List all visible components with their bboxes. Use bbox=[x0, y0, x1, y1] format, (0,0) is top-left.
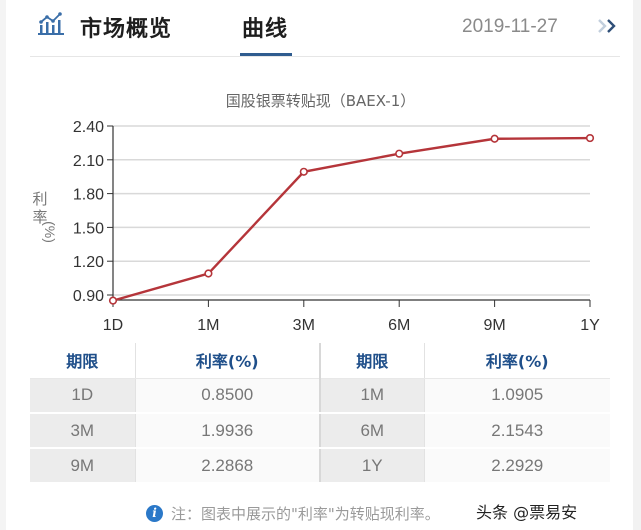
data-point bbox=[204, 269, 213, 278]
term-cell: 1M bbox=[320, 378, 425, 414]
header: 市场概览 曲线 2019-11-27 bbox=[30, 0, 620, 57]
column-header-rate: 利率(%) bbox=[135, 343, 321, 379]
term-cell: 1Y bbox=[320, 448, 425, 484]
rate-cell: 1.0905 bbox=[424, 378, 610, 414]
active-tab-indicator bbox=[240, 53, 292, 56]
svg-text:6M: 6M bbox=[388, 317, 410, 334]
scroll-gutter bbox=[633, 0, 641, 530]
date-label: 2019-11-27 bbox=[462, 16, 558, 37]
data-points bbox=[108, 133, 595, 305]
data-point bbox=[585, 133, 595, 143]
term-cell: 3M bbox=[30, 413, 136, 449]
line-bar-chart-icon bbox=[38, 12, 64, 35]
series-line bbox=[112, 136, 591, 302]
table-header-row: 期限 利率(%) 期限 利率(%) bbox=[30, 343, 610, 379]
column-header-rate: 利率(%) bbox=[424, 343, 610, 379]
svg-text:(%): (%) bbox=[42, 221, 58, 243]
data-point bbox=[299, 167, 308, 176]
svg-text:0.90: 0.90 bbox=[73, 288, 104, 305]
footnote: i 注：图表中展示的"利率"为转贴现利率。 bbox=[146, 503, 440, 524]
chart-title: 国股银票转贴现（BAEX-1） bbox=[225, 92, 416, 110]
info-icon: i bbox=[146, 505, 163, 522]
svg-text:利: 利 bbox=[32, 191, 47, 208]
line-chart: 利 率 (%) 0.90 1.20 1.50 1.80 2.10 2.40 1D 1M 3M 6… bbox=[32, 119, 600, 334]
x-axis-ticks: 1D 1M 3M 6M 9M 1Y bbox=[103, 300, 600, 334]
watermark: 头条 @票易安 bbox=[476, 503, 578, 522]
y-axis-label: 利 率 (%) bbox=[32, 191, 58, 243]
rates-table: 期限 利率(%) 期限 利率(%) 1D 0.8500 1M 1.0905 3M… bbox=[30, 343, 610, 484]
svg-text:1M: 1M bbox=[197, 317, 219, 334]
rate-cell: 0.8500 bbox=[135, 378, 321, 414]
grid-lines bbox=[113, 125, 590, 296]
rate-cell: 1.9936 bbox=[135, 413, 321, 449]
svg-text:1.80: 1.80 bbox=[73, 187, 104, 204]
svg-text:3M: 3M bbox=[293, 317, 315, 334]
double-chevron-right-icon[interactable] bbox=[596, 16, 620, 36]
y-axis-ticks: 0.90 1.20 1.50 1.80 2.10 2.40 bbox=[73, 119, 113, 305]
svg-text:1D: 1D bbox=[103, 317, 123, 334]
column-header-term: 期限 bbox=[320, 343, 425, 379]
data-point bbox=[108, 296, 118, 305]
rate-cell: 2.2868 bbox=[135, 448, 321, 484]
term-cell: 6M bbox=[320, 413, 425, 449]
svg-text:9M: 9M bbox=[483, 317, 505, 334]
svg-text:率: 率 bbox=[32, 209, 47, 226]
svg-text:1.20: 1.20 bbox=[73, 254, 104, 271]
table-row: 1D 0.8500 1M 1.0905 bbox=[30, 378, 610, 414]
footnote-text: 注：图表中展示的"利率"为转贴现利率。 bbox=[171, 505, 440, 523]
column-header-term: 期限 bbox=[30, 343, 136, 379]
svg-text:1Y: 1Y bbox=[580, 317, 600, 334]
rate-cell: 2.2929 bbox=[424, 448, 610, 484]
data-point bbox=[395, 149, 404, 158]
term-cell: 9M bbox=[30, 448, 136, 484]
term-cell: 1D bbox=[30, 378, 136, 414]
svg-text:2.40: 2.40 bbox=[73, 119, 104, 136]
svg-text:1.50: 1.50 bbox=[73, 220, 104, 237]
table-row: 9M 2.2868 1Y 2.2929 bbox=[30, 448, 610, 484]
rate-cell: 2.1543 bbox=[424, 413, 610, 449]
page-title: 市场概览 bbox=[80, 17, 173, 42]
tab-curve[interactable]: 曲线 bbox=[242, 17, 289, 42]
data-point bbox=[490, 134, 499, 143]
table-row: 3M 1.9936 6M 2.1543 bbox=[30, 413, 610, 449]
svg-text:2.10: 2.10 bbox=[73, 153, 104, 170]
